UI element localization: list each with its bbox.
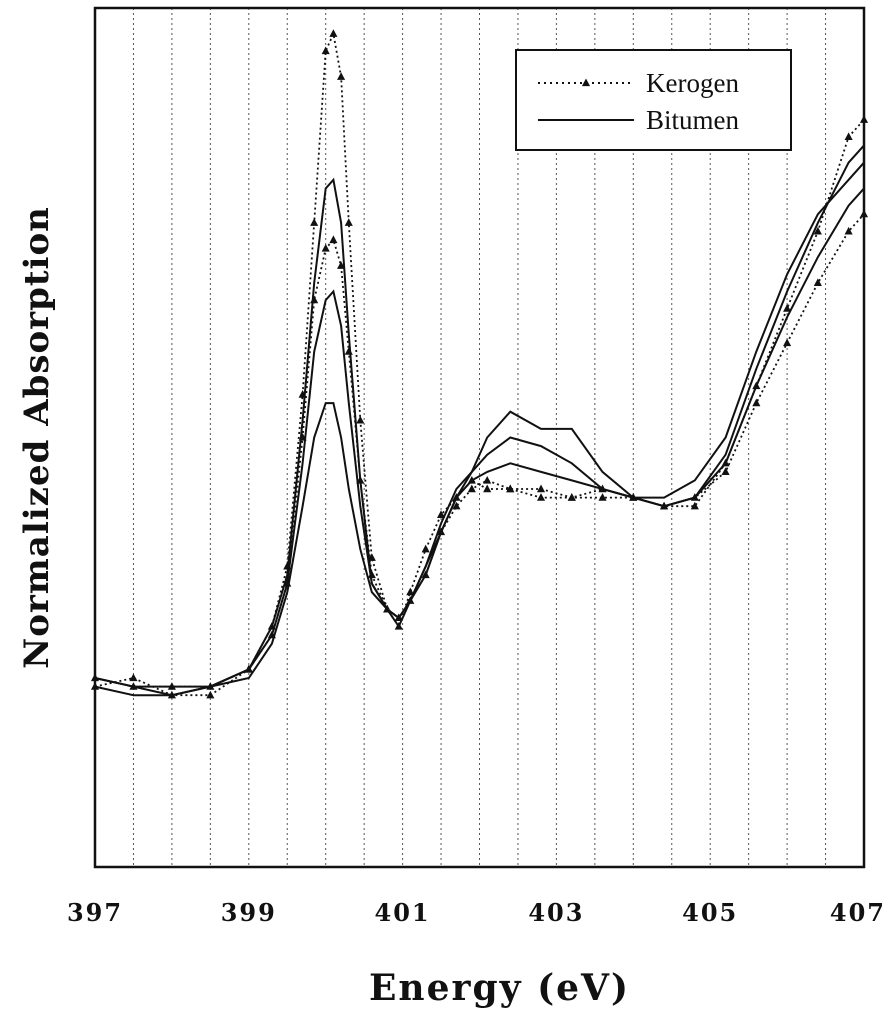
x-tick-label: 397: [67, 898, 123, 927]
data-point-marker: [421, 544, 430, 553]
legend: Kerogen Bitumen: [515, 49, 792, 151]
series-line: [94, 213, 865, 688]
series-line: [94, 161, 865, 697]
x-tick-label: 407: [830, 898, 886, 927]
data-point-marker: [310, 218, 319, 226]
data-point-marker: [310, 295, 319, 304]
data-point-marker: [129, 673, 138, 682]
data-point-marker: [690, 501, 699, 510]
data-point-marker: [536, 493, 546, 501]
data-point-marker: [844, 226, 853, 235]
data-point-marker: [813, 278, 822, 287]
data-point-marker: [581, 78, 591, 87]
data-point-marker: [356, 415, 365, 424]
legend-label: Kerogen: [646, 68, 739, 98]
x-tick-label: 403: [528, 898, 584, 927]
data-point-marker: [598, 493, 607, 501]
data-point-marker: [321, 244, 330, 252]
data-point-marker: [329, 29, 338, 37]
series-solid: [94, 161, 865, 697]
data-point-marker: [783, 338, 792, 347]
data-point-marker: [536, 484, 546, 493]
data-point-marker: [813, 226, 822, 235]
data-point-marker: [337, 261, 346, 269]
series-line: [94, 144, 865, 697]
data-point-marker: [206, 690, 215, 699]
data-point-marker: [406, 587, 415, 596]
grid-layer: [132, 8, 827, 867]
data-point-marker: [752, 398, 761, 407]
series-solid: [94, 187, 865, 688]
x-tick-label: 405: [682, 898, 738, 927]
data-point-marker: [452, 501, 461, 510]
legend-box: [515, 49, 792, 151]
data-point-marker: [506, 484, 515, 493]
data-point-marker: [329, 235, 338, 244]
data-point-marker: [437, 510, 446, 518]
y-axis-label: Normalized Absorption: [17, 206, 57, 669]
series-solid: [94, 144, 865, 697]
legend-label: Bitumen: [646, 105, 739, 135]
x-axis-label: Energy (eV): [369, 967, 630, 1009]
data-point-marker: [783, 304, 792, 312]
series-line: [94, 187, 865, 688]
data-point-marker: [567, 493, 576, 501]
data-point-marker: [321, 46, 330, 55]
data-point-marker: [467, 484, 476, 493]
tick-layer: 397 399 401 403 405 407: [67, 898, 886, 927]
data-point-marker: [344, 218, 353, 226]
x-tick-label: 399: [221, 898, 277, 927]
x-tick-label: 401: [375, 898, 431, 927]
plot-frame: [93, 6, 866, 869]
series-line: [94, 30, 865, 697]
data-point-marker: [344, 347, 353, 355]
data-point-marker: [337, 72, 346, 80]
data-point-marker: [483, 475, 492, 484]
data-point-marker: [844, 132, 853, 140]
data-point-marker: [721, 467, 730, 476]
data-point-marker: [483, 484, 492, 493]
series-layer: [90, 29, 869, 699]
